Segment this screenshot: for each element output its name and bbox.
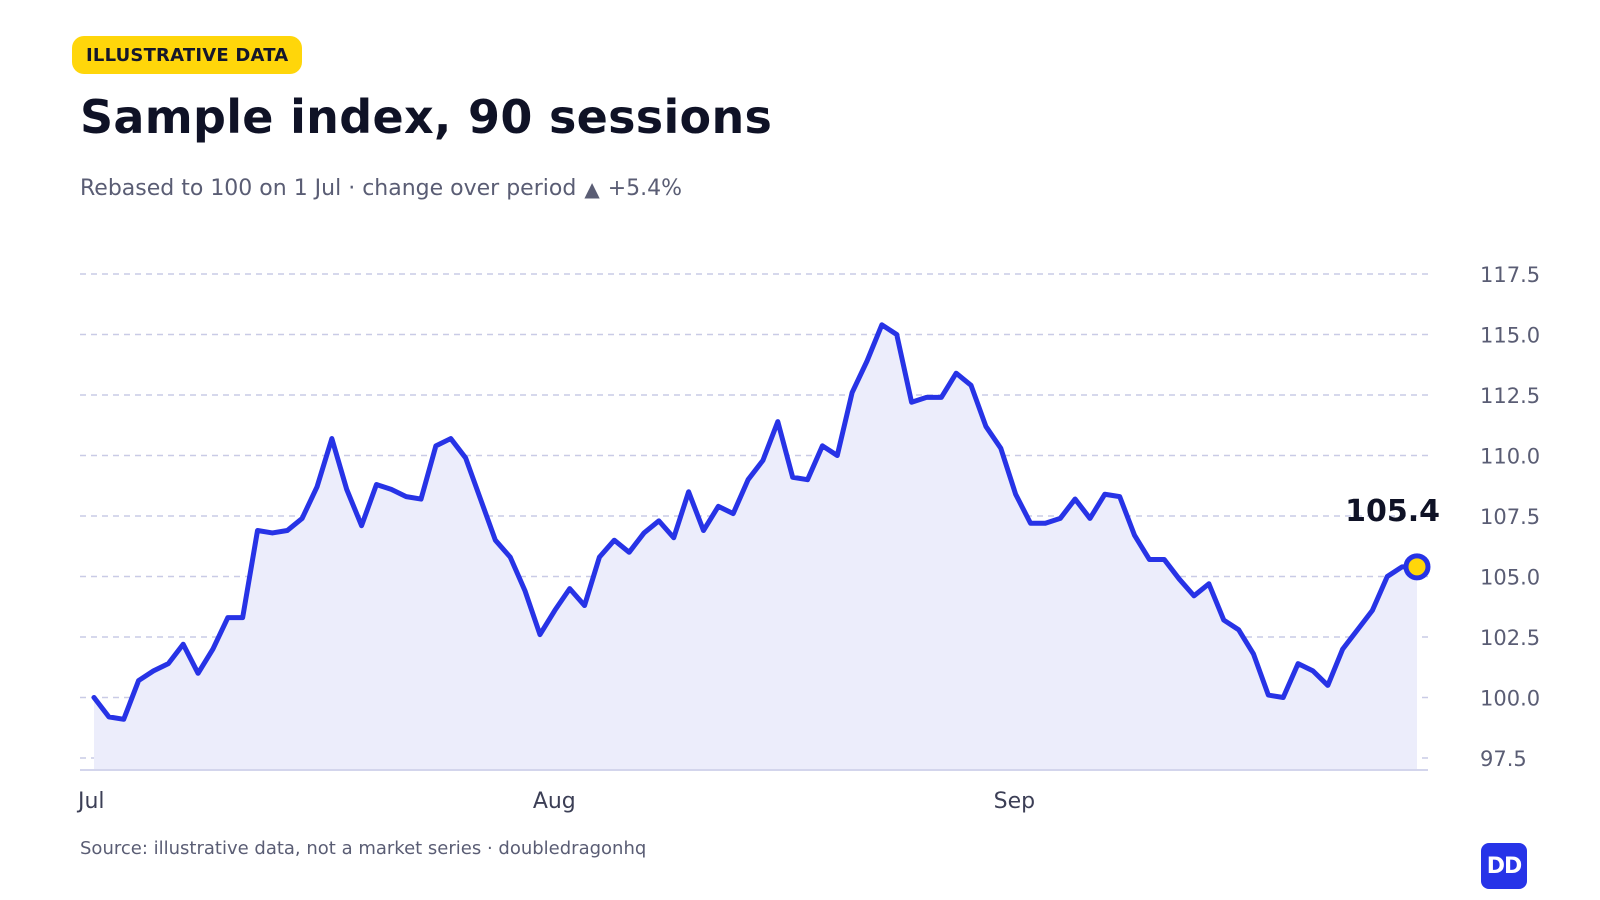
last-value-label: 105.4 (1345, 494, 1440, 529)
x-tick-label: Jul (76, 789, 105, 814)
y-tick-label: 102.5 (1480, 626, 1540, 650)
logo-text: DD (1486, 853, 1523, 879)
y-tick-label: 100.0 (1480, 687, 1540, 711)
y-tick-label: 107.5 (1480, 505, 1540, 529)
y-tick-label: 115.0 (1480, 324, 1540, 348)
triangle-up-icon: ▲ (584, 176, 600, 201)
x-tick-label: Aug (533, 789, 576, 814)
chart-subtitle: Rebased to 100 on 1 Jul · change over pe… (80, 176, 682, 201)
last-value-marker (1403, 553, 1431, 581)
y-tick-label: 117.5 (1480, 263, 1540, 287)
x-tick-label: Sep (994, 789, 1035, 814)
change-value: +5.4% (607, 176, 683, 201)
y-tick-label: 97.5 (1480, 747, 1527, 771)
y-tick-label: 112.5 (1480, 384, 1540, 408)
source-note: Source: illustrative data, not a market … (80, 838, 647, 859)
series-area (94, 324, 1417, 770)
illustrative-data-badge: ILLUSTRATIVE DATA (72, 36, 303, 74)
badge-label: ILLUSTRATIVE DATA (86, 44, 289, 66)
subtitle-text: Rebased to 100 on 1 Jul · change over pe… (80, 176, 577, 201)
y-tick-label: 105.0 (1480, 566, 1540, 590)
doubledragon-logo: DD (1481, 843, 1527, 889)
y-tick-label: 110.0 (1480, 445, 1540, 469)
chart-title: Sample index, 90 sessions (80, 90, 773, 144)
series-line (91, 322, 1420, 722)
